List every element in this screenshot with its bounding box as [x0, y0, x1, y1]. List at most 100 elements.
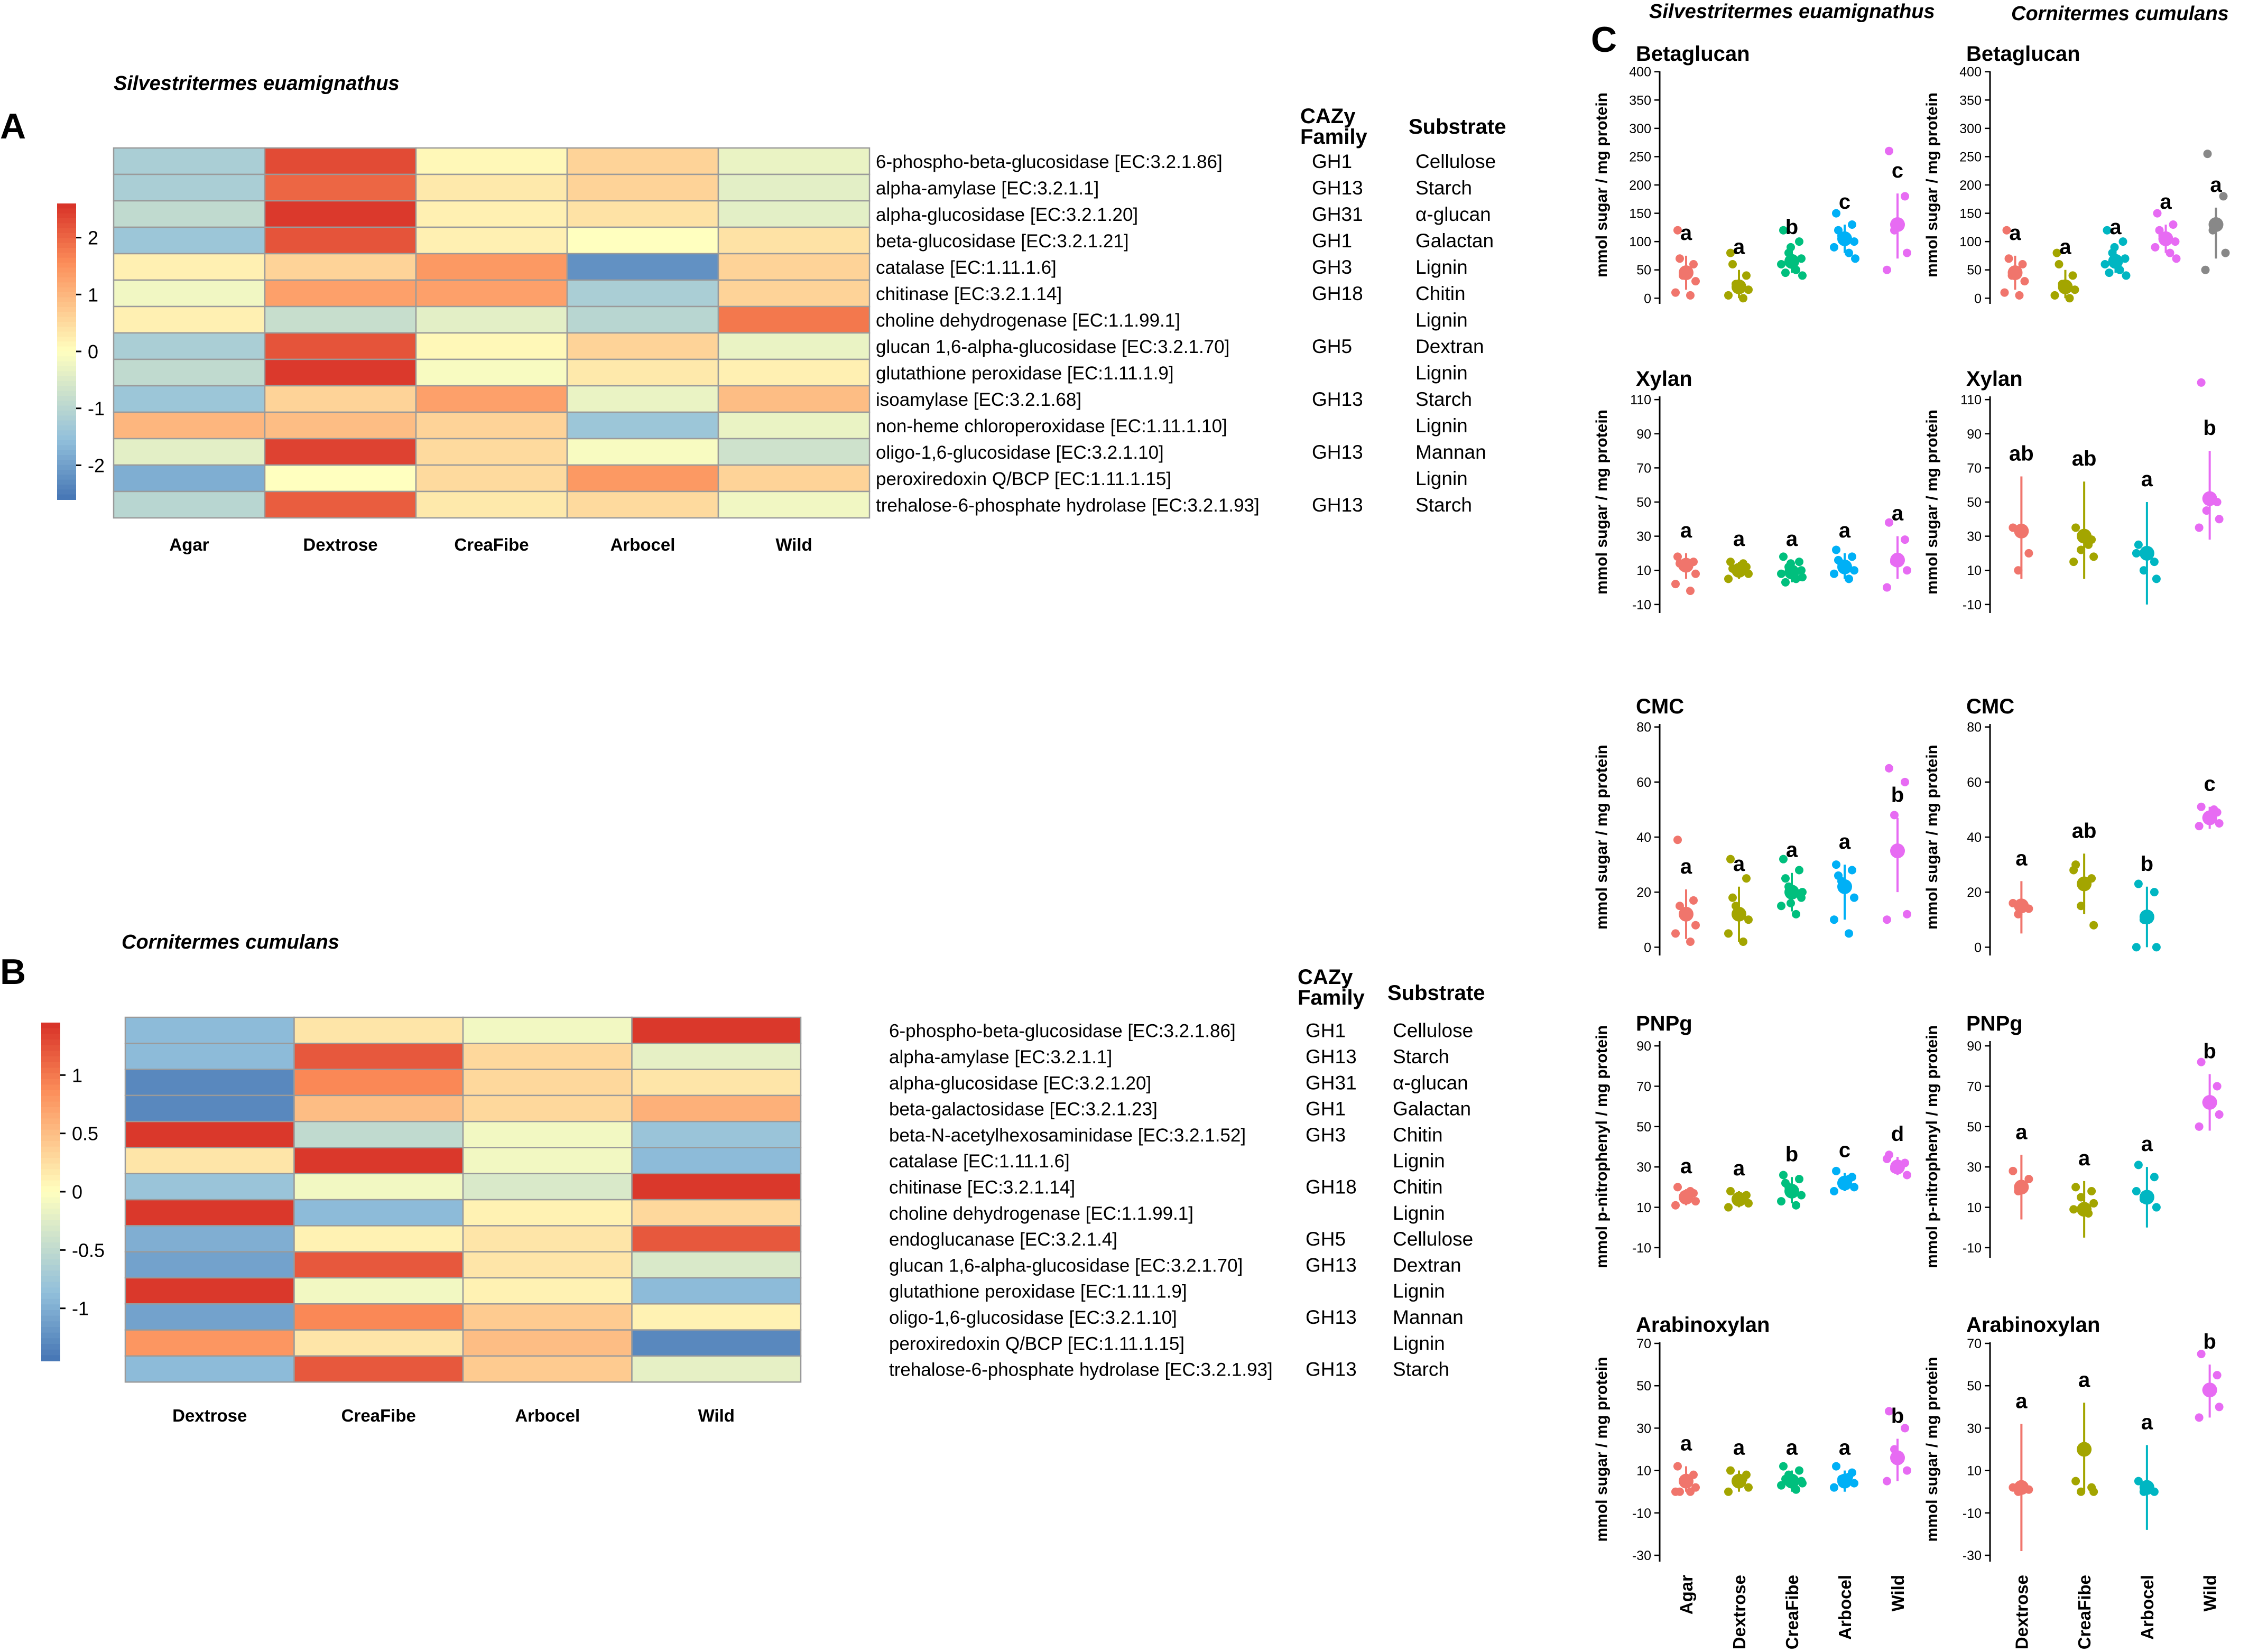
significance-letter: b: [2141, 852, 2153, 876]
mean-point: [1784, 885, 1799, 900]
substrate-label: Dextran: [1393, 1254, 1461, 1276]
significance-letter: a: [1892, 502, 1904, 525]
substrate-label: Starch: [1393, 1359, 1449, 1380]
data-point: [1777, 569, 1785, 578]
heatmap-cell: [293, 1199, 464, 1227]
mean-point: [2108, 254, 2123, 269]
legend-gradient-step: [41, 1242, 60, 1249]
legend-gradient-step: [57, 317, 76, 322]
heatmap-cell: [415, 226, 568, 255]
data-point: [1726, 1466, 1735, 1475]
data-point: [1798, 888, 1807, 897]
mean-point: [2139, 909, 2154, 925]
heatmap-cell: [462, 1277, 633, 1305]
legend-gradient-step: [41, 1259, 60, 1266]
cazy-family-label: GH1: [1306, 1098, 1346, 1120]
legend-gradient-step: [41, 1287, 60, 1294]
data-point: [2103, 226, 2112, 235]
significance-letter: a: [1733, 1157, 1745, 1180]
legend-gradient-step: [57, 371, 76, 377]
significance-letter: a: [2015, 1120, 2028, 1144]
plot-title: Betaglucan: [1636, 42, 1750, 66]
significance-letter: a: [1839, 830, 1851, 853]
legend-gradient-step: [41, 1146, 60, 1153]
plot-title: Betaglucan: [1966, 42, 2080, 66]
significance-letter: a: [1733, 1436, 1745, 1460]
data-point: [1671, 580, 1680, 589]
heatmap-cell: [113, 279, 266, 308]
data-point: [1901, 777, 1909, 786]
enzyme-label: beta-galactosidase [EC:3.2.1.23]: [889, 1099, 1158, 1120]
heatmap-cell: [717, 385, 871, 413]
data-point: [1901, 192, 1909, 201]
heatmap-cell: [631, 1043, 802, 1070]
x-tick-label: Dextrose: [2012, 1575, 2031, 1649]
y-tick-label: -30: [1963, 1548, 1982, 1563]
legend-gradient-step: [57, 420, 76, 426]
y-tick-label: 200: [1959, 178, 1982, 193]
cazy-family-label: GH13: [1306, 1254, 1357, 1276]
legend-gradient-step: [57, 401, 76, 406]
column-label: Agar: [169, 535, 209, 554]
mean-point: [2014, 1180, 2029, 1195]
heatmap-cell: [631, 1251, 802, 1279]
legend-gradient-step: [41, 1068, 60, 1074]
mean-point: [2077, 528, 2092, 544]
data-point: [2069, 866, 2078, 875]
legend-gradient-step: [41, 1231, 60, 1238]
substrate-label: Cellulose: [1393, 1020, 1473, 1042]
x-tick-label: Wild: [1888, 1575, 1908, 1611]
heatmap-cell: [264, 305, 417, 334]
data-point: [2169, 220, 2178, 229]
data-point: [2132, 943, 2141, 952]
data-point: [1724, 1203, 1733, 1212]
significance-letter: c: [1839, 190, 1850, 214]
substrate-label: Lignin: [1393, 1280, 1445, 1302]
data-point: [2134, 540, 2143, 549]
legend-gradient-step: [41, 1293, 60, 1300]
heatmap-cell: [717, 438, 871, 466]
data-point: [1830, 1483, 1838, 1492]
data-point: [2171, 237, 2180, 246]
data-point: [1779, 1462, 1788, 1471]
data-point: [1832, 860, 1840, 869]
legend-gradient-step: [41, 1040, 60, 1046]
heatmap-cell: [113, 332, 266, 360]
data-point: [1673, 1183, 1682, 1192]
data-point: [1890, 811, 1899, 820]
y-tick-label: 50: [1967, 1120, 1982, 1135]
legend-gradient-step: [57, 445, 76, 451]
data-point: [2134, 1477, 2143, 1486]
heatmap-cell: [293, 1120, 464, 1148]
mean-point: [2202, 1382, 2217, 1398]
significance-letter: a: [2078, 1147, 2090, 1170]
data-point: [2000, 288, 2009, 297]
legend-gradient-step: [57, 248, 76, 254]
heatmap-cell: [113, 173, 266, 202]
legend-gradient-step: [57, 341, 76, 347]
legend-gradient-step: [57, 257, 76, 263]
significance-letter: a: [1786, 1436, 1798, 1460]
legend-gradient-step: [57, 460, 76, 466]
data-point: [1676, 254, 1684, 263]
legend-gradient-step: [57, 272, 76, 278]
data-point: [2069, 1205, 2078, 1214]
significance-letter: a: [2141, 468, 2153, 491]
plot-title: Xylan: [1636, 367, 1692, 391]
significance-letter: b: [1891, 1404, 1904, 1427]
enzyme-label: isoamylase [EC:3.2.1.68]: [876, 389, 1081, 410]
data-point: [1781, 578, 1790, 587]
significance-letter: b: [1785, 1143, 1798, 1166]
legend-gradient-step: [41, 1101, 60, 1108]
y-tick-label: 150: [1629, 207, 1651, 221]
heatmap-cell: [462, 1251, 633, 1279]
heatmap-cell: [415, 358, 568, 387]
legend-gradient-step: [41, 1163, 60, 1170]
data-point: [2024, 549, 2033, 558]
significance-letter: a: [1680, 221, 1692, 245]
y-tick-label: 90: [1967, 427, 1982, 442]
mean-point: [2139, 545, 2154, 561]
heatmap-cell: [264, 438, 417, 466]
y-tick-label: 250: [1629, 150, 1651, 164]
data-point: [1787, 243, 1795, 252]
